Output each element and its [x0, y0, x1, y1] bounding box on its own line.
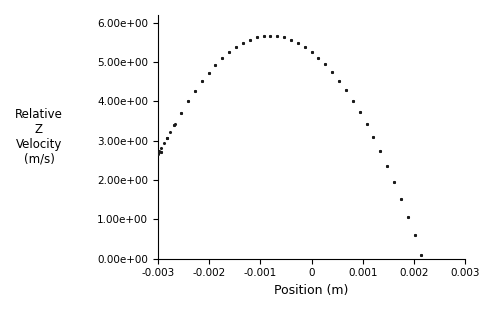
Point: [239, 41, 247, 46]
Point: [411, 232, 419, 237]
Point: [225, 50, 233, 55]
Point: [225, 50, 233, 55]
Point: [259, 33, 267, 38]
Point: [328, 70, 336, 75]
Point: [404, 214, 412, 219]
Point: [232, 45, 240, 50]
Point: [204, 70, 212, 75]
Point: [218, 56, 226, 61]
Point: [156, 150, 164, 155]
Point: [273, 33, 281, 38]
Point: [163, 136, 171, 141]
Point: [376, 149, 384, 154]
Y-axis label: Relative
Z
Velocity
(m/s): Relative Z Velocity (m/s): [15, 108, 63, 166]
Point: [163, 135, 171, 140]
Point: [417, 252, 425, 257]
Point: [390, 180, 398, 185]
Point: [211, 62, 219, 67]
Point: [157, 145, 165, 150]
Point: [163, 136, 171, 141]
Point: [280, 35, 288, 40]
Point: [155, 149, 163, 154]
Point: [383, 164, 391, 169]
Point: [417, 252, 425, 257]
Point: [308, 49, 316, 54]
Point: [335, 78, 343, 83]
Point: [154, 151, 162, 156]
Point: [294, 40, 302, 45]
Point: [156, 150, 164, 155]
Point: [363, 122, 371, 127]
Point: [328, 70, 336, 75]
Point: [239, 41, 247, 46]
Point: [170, 122, 178, 127]
Point: [166, 129, 174, 134]
Point: [287, 37, 295, 42]
Point: [411, 232, 419, 237]
Point: [287, 37, 295, 42]
Point: [335, 78, 343, 83]
Point: [356, 110, 364, 115]
Point: [363, 122, 371, 127]
Point: [159, 141, 167, 146]
Point: [259, 33, 267, 38]
Point: [266, 33, 274, 38]
Point: [308, 49, 316, 54]
Point: [218, 56, 226, 61]
Point: [171, 122, 179, 127]
X-axis label: Position (m): Position (m): [274, 284, 349, 297]
Point: [191, 88, 199, 93]
Point: [177, 110, 185, 115]
Point: [198, 79, 206, 84]
Point: [280, 35, 288, 40]
Point: [342, 88, 350, 93]
Point: [314, 55, 322, 60]
Point: [273, 33, 281, 38]
Point: [321, 62, 329, 67]
Point: [170, 122, 178, 127]
Point: [301, 44, 309, 49]
Point: [404, 214, 412, 219]
Point: [154, 151, 162, 156]
Point: [184, 99, 192, 104]
Point: [266, 33, 274, 38]
Point: [342, 88, 350, 93]
Point: [253, 35, 261, 40]
Point: [397, 196, 405, 201]
Point: [204, 70, 212, 75]
Point: [376, 149, 384, 154]
Point: [177, 110, 185, 115]
Point: [184, 99, 192, 104]
Point: [390, 180, 398, 185]
Point: [191, 88, 199, 93]
Point: [294, 40, 302, 45]
Point: [253, 35, 261, 40]
Point: [349, 98, 357, 103]
Point: [349, 98, 357, 103]
Point: [211, 62, 219, 67]
Point: [369, 135, 377, 140]
Point: [246, 37, 254, 42]
Point: [369, 135, 377, 140]
Point: [246, 37, 254, 42]
Point: [356, 110, 364, 115]
Point: [383, 164, 391, 169]
Point: [314, 55, 322, 60]
Point: [397, 196, 405, 201]
Point: [232, 45, 240, 50]
Point: [301, 44, 309, 49]
Point: [321, 62, 329, 67]
Point: [198, 79, 206, 84]
